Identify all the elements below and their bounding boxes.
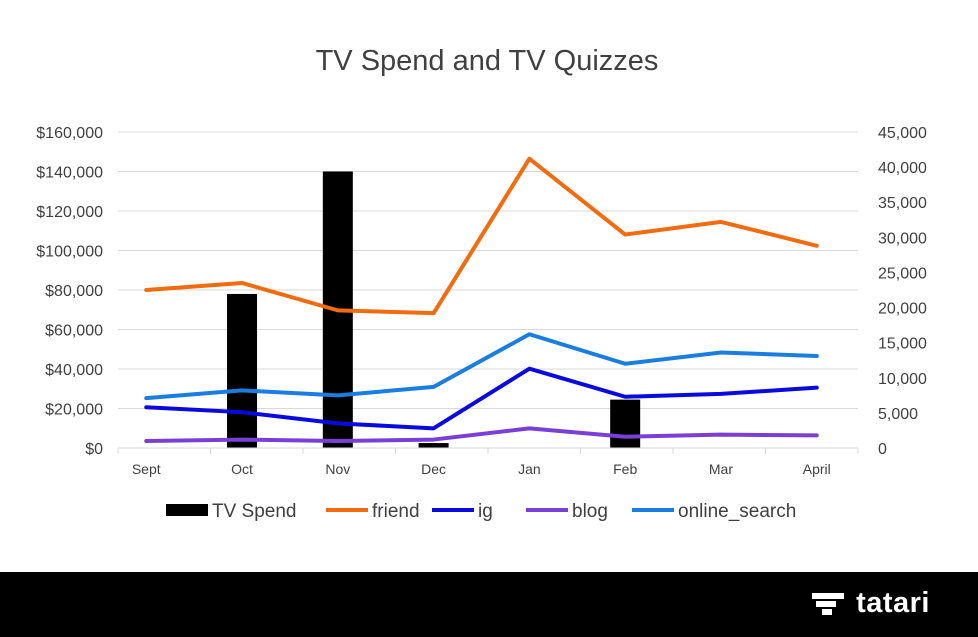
y-right-tick-label: 35,000: [878, 195, 927, 212]
brand: tatari: [812, 589, 930, 618]
legend-label: blog: [572, 501, 608, 522]
chart-title: TV Spend and TV Quizzes: [316, 45, 659, 77]
y-right-tick-label: 40,000: [878, 160, 927, 177]
y-right-tick-label: 45,000: [878, 125, 927, 142]
tv-spend-bar: [227, 293, 258, 448]
y-right-tick-label: 0: [878, 441, 887, 458]
legend-label: online_search: [678, 501, 796, 522]
legend-label: TV Spend: [212, 501, 297, 522]
y-right-tick-label: 5,000: [878, 406, 918, 423]
ig-line: [144, 366, 819, 431]
y-right-tick-label: 10,000: [878, 371, 927, 388]
x-tick-label: Feb: [613, 461, 637, 477]
tatari-logo-icon: [812, 592, 845, 615]
y-left-tick-label: $120,000: [36, 204, 103, 221]
y-right-tick-label: 25,000: [878, 265, 927, 282]
tv-spend-bar: [418, 443, 449, 448]
y-right-tick-label: 20,000: [878, 301, 927, 318]
x-tick-label: Oct: [231, 461, 253, 477]
tv-spend-bar: [610, 399, 641, 448]
chart: TV Spend and TV Quizzes $0 $20,000 $40,000 $…: [36, 45, 927, 522]
x-tick-label: Jan: [518, 461, 541, 477]
y-left-tick-label: $80,000: [45, 283, 103, 300]
y-left-tick-label: $100,000: [36, 244, 103, 261]
chart-area: TV Spend and TV Quizzes $0 $20,000 $40,000 $…: [36, 45, 927, 522]
y-left-tick-label: $40,000: [45, 362, 103, 379]
x-tick-label: Dec: [421, 461, 446, 477]
y-left-tick-label: $160,000: [36, 125, 103, 142]
legend-swatch-tv-spend: [166, 504, 208, 516]
y-right-tick-label: 15,000: [878, 336, 927, 353]
y-left-tick-label: $140,000: [36, 165, 103, 182]
y-left-tick-label: $20,000: [45, 402, 103, 419]
x-tick-label: Nov: [325, 461, 350, 477]
y-left-tick-label: $60,000: [45, 323, 103, 340]
footer-bar: tatari: [0, 572, 978, 637]
blog-line: [144, 426, 819, 443]
online_search-line: [144, 332, 819, 401]
legend-label: ig: [478, 501, 493, 522]
x-tick-label: Sept: [132, 461, 161, 477]
x-tick-label: April: [803, 461, 831, 477]
friend-line: [144, 156, 819, 316]
x-tick-label: Mar: [709, 461, 733, 477]
y-left-tick-label: $0: [85, 441, 103, 458]
brand-name: tatari: [856, 587, 930, 619]
legend-label: friend: [372, 501, 420, 522]
y-right-tick-label: 30,000: [878, 230, 927, 247]
